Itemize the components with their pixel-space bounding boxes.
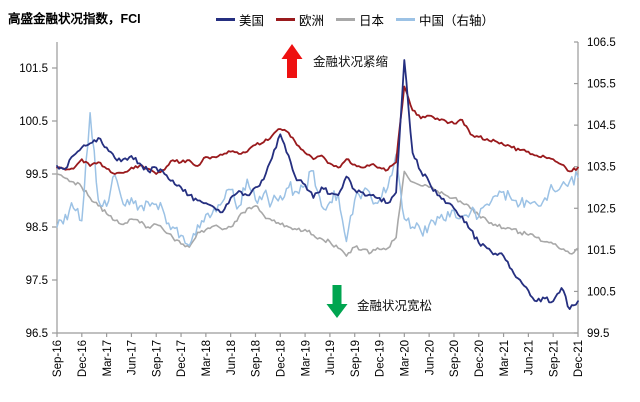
svg-text:101.5: 101.5 xyxy=(19,63,48,75)
legend-label-us: 美国 xyxy=(239,14,265,28)
svg-text:103.5: 103.5 xyxy=(587,162,616,174)
annotation-tighten-label: 金融状况紧缩 xyxy=(313,55,389,69)
svg-text:Sep-16: Sep-16 xyxy=(52,340,64,377)
chart-title: 高盛金融状况指数，FCI xyxy=(8,12,141,26)
legend-item-us: 美国 xyxy=(216,10,264,29)
legend-label-china: 中国（右轴） xyxy=(419,14,495,28)
legend-item-japan: 日本 xyxy=(336,10,384,29)
legend-line-swatch-china xyxy=(396,18,416,21)
svg-text:Mar-21: Mar-21 xyxy=(499,340,511,376)
svg-text:98.5: 98.5 xyxy=(26,222,48,234)
svg-text:Mar-17: Mar-17 xyxy=(102,340,114,376)
svg-text:Sep-18: Sep-18 xyxy=(251,340,263,377)
svg-text:100.5: 100.5 xyxy=(587,286,616,298)
svg-text:Dec-16: Dec-16 xyxy=(77,340,89,377)
svg-text:106.5: 106.5 xyxy=(587,37,616,49)
svg-text:101.5: 101.5 xyxy=(587,245,616,257)
svg-text:96.5: 96.5 xyxy=(26,328,48,340)
tighten-up-arrow-icon xyxy=(281,44,303,78)
legend: 美国 欧洲 日本 中国（右轴） xyxy=(216,10,494,29)
legend-item-china: 中国（右轴） xyxy=(396,10,494,29)
svg-text:Mar-20: Mar-20 xyxy=(400,340,412,376)
svg-text:Sep-17: Sep-17 xyxy=(151,340,163,377)
svg-text:99.5: 99.5 xyxy=(26,169,48,181)
svg-text:Jun-20: Jun-20 xyxy=(424,340,436,375)
svg-text:Jun-17: Jun-17 xyxy=(127,340,139,375)
svg-text:97.5: 97.5 xyxy=(26,275,48,287)
ease-down-arrow-icon xyxy=(326,285,348,318)
svg-text:99.5: 99.5 xyxy=(587,328,609,340)
legend-item-europe: 欧洲 xyxy=(276,10,324,29)
svg-text:Dec-17: Dec-17 xyxy=(176,340,188,377)
annotation-ease-label: 金融状况宽松 xyxy=(357,299,433,313)
legend-line-swatch-japan xyxy=(336,18,356,21)
svg-text:Dec-20: Dec-20 xyxy=(474,340,486,377)
svg-text:Dec-19: Dec-19 xyxy=(375,340,387,377)
legend-label-europe: 欧洲 xyxy=(299,14,325,28)
svg-text:104.5: 104.5 xyxy=(587,120,616,132)
svg-text:Jun-18: Jun-18 xyxy=(226,340,238,375)
svg-text:Dec-18: Dec-18 xyxy=(275,340,287,377)
svg-text:Sep-19: Sep-19 xyxy=(350,340,362,377)
svg-text:Jun-19: Jun-19 xyxy=(325,340,337,375)
svg-text:Sep-20: Sep-20 xyxy=(449,340,461,377)
svg-text:Mar-18: Mar-18 xyxy=(201,340,213,376)
svg-text:Mar-19: Mar-19 xyxy=(300,340,312,376)
legend-line-swatch-europe xyxy=(276,18,296,21)
svg-text:100.5: 100.5 xyxy=(19,116,48,128)
svg-text:105.5: 105.5 xyxy=(587,79,616,91)
svg-text:Jun-21: Jun-21 xyxy=(524,340,536,375)
svg-text:102.5: 102.5 xyxy=(587,203,616,215)
svg-text:Sep-21: Sep-21 xyxy=(548,340,560,377)
legend-line-swatch-us xyxy=(216,18,235,21)
svg-text:Dec-21: Dec-21 xyxy=(573,340,585,377)
legend-label-japan: 日本 xyxy=(359,14,385,28)
